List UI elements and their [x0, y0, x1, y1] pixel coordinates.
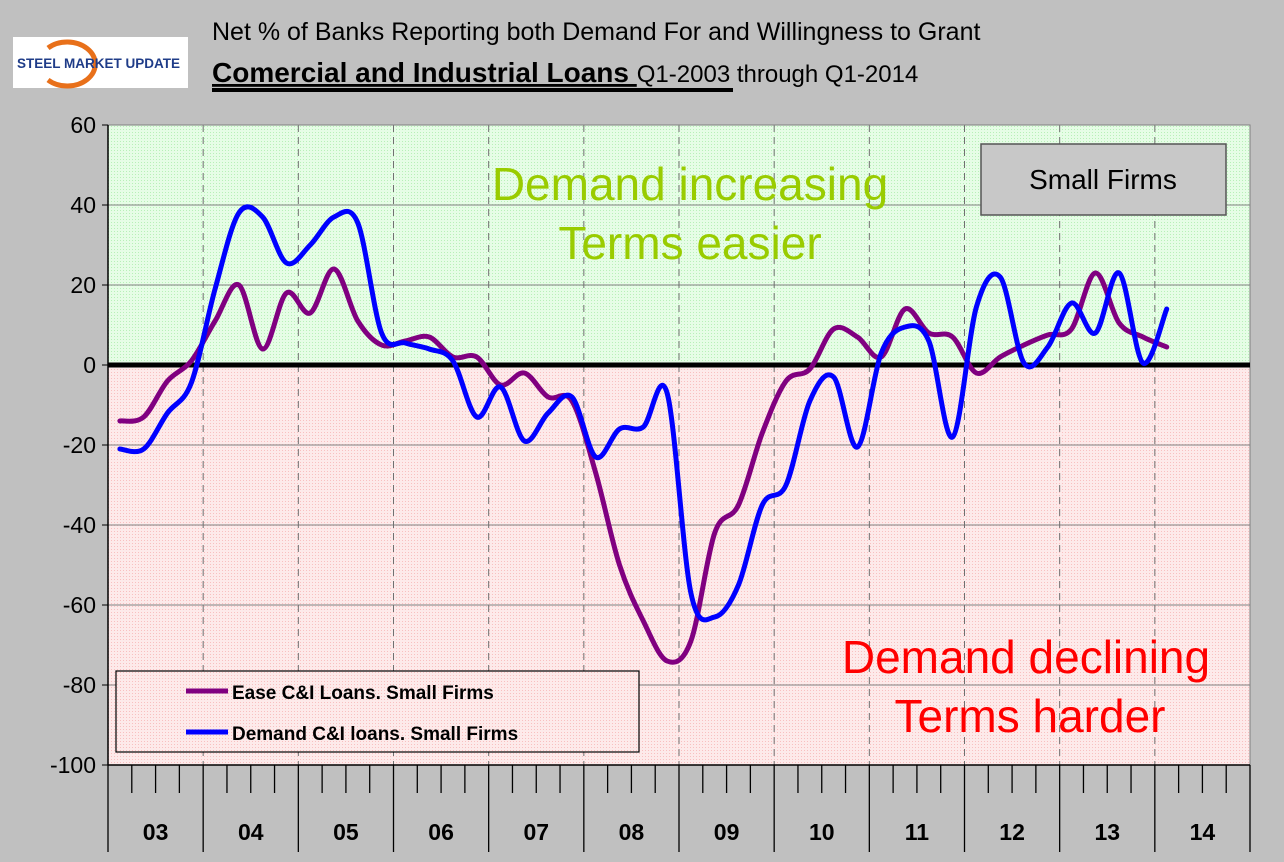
x-tick-label: 11 [905, 819, 930, 845]
y-tick-label: -100 [50, 752, 96, 778]
chart-title-line1: Net % of Banks Reporting both Demand For… [212, 18, 980, 46]
x-tick-label: 05 [333, 819, 359, 845]
title-underline [212, 88, 733, 92]
x-tick-label: 08 [619, 819, 645, 845]
logo-text: STEEL MARKET UPDATE [17, 56, 180, 71]
x-tick-label: 12 [999, 819, 1025, 845]
y-tick-label: 60 [70, 112, 96, 138]
upper-annotation-1: Demand increasing [492, 158, 888, 210]
y-tick-label: -40 [63, 512, 96, 538]
x-tick-label: 06 [428, 819, 454, 845]
y-tick-label: -20 [63, 432, 96, 458]
y-tick-label: -60 [63, 592, 96, 618]
legend-label-ease: Ease C&I Loans. Small Firms [232, 683, 494, 704]
x-tick-label: 09 [714, 819, 740, 845]
legend: Ease C&I Loans. Small Firms Demand C&I l… [115, 670, 640, 753]
x-tick-label: 14 [1190, 819, 1216, 845]
x-tick-label: 07 [523, 819, 549, 845]
chart-title-line2: Comercial and Industrial Loans Q1-2003 t… [212, 57, 918, 88]
y-tick-label: 20 [70, 272, 96, 298]
y-tick-label: 40 [70, 192, 96, 218]
x-tick-label: 04 [238, 819, 264, 845]
upper-annotation-2: Terms easier [558, 217, 821, 269]
x-tick-label: 13 [1094, 819, 1120, 845]
small-firms-box: Small Firms [980, 143, 1227, 216]
x-tick-label: 03 [143, 819, 169, 845]
legend-label-demand: Demand C&I loans. Small Firms [232, 724, 518, 745]
chart-title-bold: Comercial and Industrial Loans [212, 57, 637, 88]
lower-annotation-2: Terms harder [895, 690, 1166, 742]
lower-annotation-1: Demand declining [842, 631, 1210, 683]
x-tick-label: 10 [809, 819, 835, 845]
chart-title-range: Q1-2003 through Q1-2014 [637, 61, 919, 88]
y-tick-label: -80 [63, 672, 96, 698]
small-firms-label: Small Firms [1029, 164, 1177, 195]
y-tick-label: 0 [83, 352, 96, 378]
logo: STEEL MARKET UPDATE [13, 37, 188, 89]
